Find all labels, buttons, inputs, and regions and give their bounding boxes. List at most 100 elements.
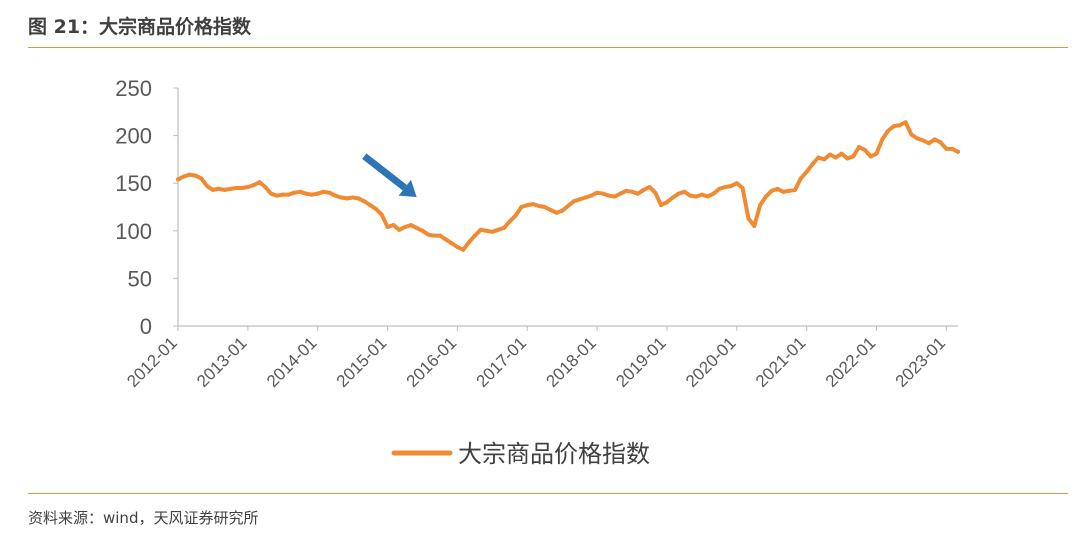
- y-axis: 0 50 100 150 200 250: [115, 76, 179, 339]
- data-point: [437, 233, 442, 238]
- data-point: [443, 237, 448, 242]
- data-point: [292, 190, 297, 195]
- data-point: [176, 177, 180, 182]
- data-point: [507, 219, 512, 224]
- data-point: [676, 191, 681, 196]
- data-point: [228, 186, 233, 191]
- data-point: [571, 199, 576, 204]
- data-point: [397, 227, 402, 232]
- data-point: [298, 189, 303, 194]
- data-point: [734, 181, 739, 186]
- data-point: [909, 132, 914, 137]
- data-point: [711, 191, 716, 196]
- data-point: [309, 192, 314, 197]
- data-point: [356, 196, 361, 201]
- data-point: [944, 146, 949, 151]
- data-point: [344, 196, 349, 201]
- data-point: [793, 187, 798, 192]
- x-tick-label: 2023-01: [892, 333, 950, 391]
- data-point: [956, 149, 960, 154]
- data-point: [560, 208, 565, 213]
- data-point: [926, 141, 931, 146]
- x-tick-label: 2014-01: [263, 333, 321, 391]
- data-point: [886, 128, 891, 133]
- data-point: [257, 180, 262, 185]
- arrow-annotation-shaft: [362, 153, 407, 191]
- data-point: [618, 191, 623, 196]
- data-point: [222, 187, 227, 192]
- data-point: [338, 195, 343, 200]
- data-point: [699, 192, 704, 197]
- data-point: [379, 212, 384, 217]
- data-point: [746, 216, 751, 221]
- data-point: [536, 204, 541, 209]
- data-point: [880, 137, 885, 142]
- data-point: [728, 184, 733, 189]
- data-point: [408, 223, 413, 228]
- data-point: [240, 185, 245, 190]
- data-point: [513, 213, 518, 218]
- data-point: [595, 190, 600, 195]
- data-point: [897, 123, 902, 128]
- data-point: [804, 169, 809, 174]
- data-point: [752, 224, 757, 229]
- data-point: [635, 191, 640, 196]
- data-point: [531, 202, 536, 207]
- data-point: [461, 247, 466, 252]
- legend-label: 大宗商品价格指数: [458, 440, 650, 468]
- data-point: [519, 205, 524, 209]
- data-point: [478, 227, 483, 232]
- x-tick-label: 2013-01: [193, 333, 251, 391]
- data-point: [420, 228, 425, 233]
- data-point: [432, 233, 437, 238]
- x-tick-label: 2017-01: [473, 333, 531, 391]
- data-point: [682, 189, 687, 194]
- data-point: [891, 124, 896, 129]
- data-point: [187, 172, 192, 177]
- data-point: [566, 204, 570, 209]
- data-point: [368, 203, 373, 208]
- title-divider: [28, 47, 1068, 48]
- x-axis: 2012-01 2013-01 2014-01 2015-01 2016-01 2017-…: [123, 325, 958, 391]
- data-point: [263, 185, 268, 190]
- data-point: [775, 186, 780, 191]
- data-point: [548, 207, 553, 212]
- data-point: [391, 223, 396, 228]
- figure-title: 图 21：大宗商品价格指数: [28, 16, 252, 38]
- data-point: [921, 138, 926, 143]
- data-point: [327, 190, 332, 195]
- data-point: [915, 136, 920, 141]
- data-point: [763, 194, 768, 199]
- data-point: [606, 193, 611, 198]
- data-point: [216, 186, 221, 191]
- y-tick-label: 50: [128, 266, 152, 291]
- data-point: [414, 225, 419, 230]
- data-point: [362, 199, 367, 204]
- x-tick-label: 2015-01: [333, 333, 391, 391]
- data-point: [740, 185, 745, 190]
- data-point: [839, 151, 844, 156]
- data-point: [781, 189, 786, 194]
- data-point: [403, 224, 408, 229]
- data-point: [932, 137, 937, 142]
- legend: 大宗商品价格指数: [391, 440, 650, 468]
- data-point: [304, 191, 309, 196]
- data-point: [496, 227, 501, 232]
- data-point: [484, 228, 489, 233]
- data-point: [205, 184, 210, 189]
- data-point: [868, 154, 873, 159]
- data-point: [286, 192, 291, 197]
- series-line: [176, 120, 960, 252]
- data-point: [664, 200, 669, 205]
- data-point: [874, 151, 879, 156]
- data-point: [903, 120, 908, 125]
- y-tick-label: 200: [115, 124, 152, 149]
- data-point: [769, 188, 774, 193]
- data-point: [525, 203, 530, 208]
- data-point: [758, 203, 763, 208]
- data-point: [688, 193, 693, 198]
- data-point: [542, 205, 547, 209]
- data-point: [787, 188, 792, 193]
- x-tick-label: 2016-01: [403, 333, 461, 391]
